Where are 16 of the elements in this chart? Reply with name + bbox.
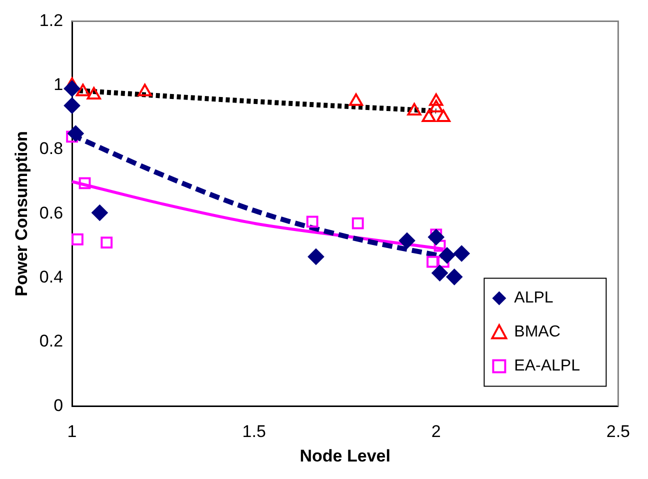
y-tick-label: 0 <box>54 396 64 415</box>
y-tick-label: 1 <box>54 75 64 94</box>
x-axis-title: Node Level <box>300 446 390 466</box>
legend-label: EA-ALPL <box>514 358 580 375</box>
y-tick-label: 0.2 <box>39 332 64 351</box>
x-tick-label: 1 <box>67 422 77 442</box>
y-tick-label: 0.4 <box>39 268 64 287</box>
legend-label: BMAC <box>514 324 560 341</box>
y-tick-label: 0.8 <box>39 139 64 158</box>
x-tick-label: 2 <box>431 422 441 442</box>
x-tick-label: 2.5 <box>606 422 630 442</box>
y-tick-label: 0.6 <box>39 203 64 222</box>
y-axis-title: Power Consumption <box>12 131 31 296</box>
legend-label: ALPL <box>514 290 554 307</box>
y-tick-label: 1.2 <box>39 10 64 30</box>
x-tick-label: 1.5 <box>242 422 266 442</box>
